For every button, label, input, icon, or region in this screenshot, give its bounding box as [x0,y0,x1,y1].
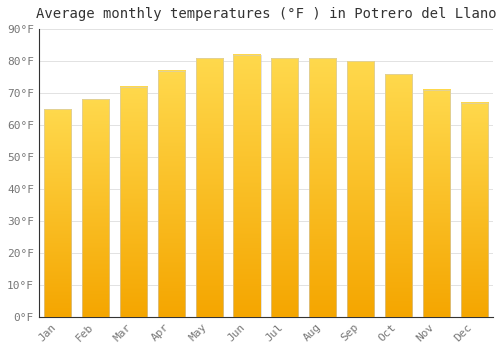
Title: Average monthly temperatures (°F ) in Potrero del Llano: Average monthly temperatures (°F ) in Po… [36,7,496,21]
